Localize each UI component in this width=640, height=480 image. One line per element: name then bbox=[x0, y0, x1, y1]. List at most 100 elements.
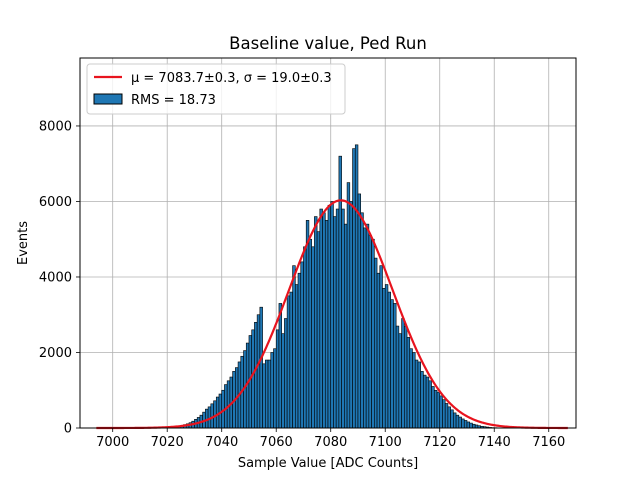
histogram-bar bbox=[278, 303, 282, 429]
histogram-bar bbox=[224, 384, 228, 429]
histogram-bar bbox=[404, 325, 408, 429]
histogram-bar bbox=[352, 148, 356, 429]
histogram-bar bbox=[436, 391, 441, 429]
histogram-bar bbox=[374, 257, 378, 429]
histogram-bar bbox=[401, 318, 405, 429]
histogram-bar bbox=[341, 208, 345, 429]
legend: μ = 7083.7±0.3, σ = 19.0±0.3 RMS = 18.73 bbox=[86, 63, 346, 115]
histogram-bar bbox=[305, 220, 310, 429]
histogram-bar bbox=[384, 284, 389, 429]
histogram-bar bbox=[433, 389, 438, 429]
histogram-bar bbox=[428, 380, 432, 429]
gaussian-fit-curve bbox=[96, 199, 568, 430]
histogram-bar bbox=[335, 208, 340, 429]
histogram-bar bbox=[267, 359, 272, 429]
histogram-bar bbox=[387, 291, 391, 429]
histogram-bar bbox=[294, 284, 299, 429]
histogram-bar bbox=[463, 420, 468, 429]
x-axis-label: Sample Value [ADC Counts] bbox=[238, 456, 418, 471]
histogram-bar bbox=[472, 423, 476, 429]
histogram-bar bbox=[303, 246, 307, 429]
histogram-bar bbox=[270, 352, 274, 429]
histogram-bar bbox=[395, 325, 400, 429]
histogram-bar bbox=[371, 238, 375, 429]
histogram-bar bbox=[316, 231, 321, 429]
histogram-bar bbox=[368, 235, 372, 429]
histogram-bar bbox=[425, 376, 430, 429]
histogram-bar bbox=[319, 208, 323, 429]
y-axis-ticks: 0 2000 4000 6000 8000 bbox=[39, 119, 80, 437]
y-tick-label: 8000 bbox=[39, 119, 72, 134]
histogram-bar bbox=[360, 212, 364, 429]
histogram-bar bbox=[254, 321, 258, 429]
x-tick-label: 7160 bbox=[532, 435, 565, 450]
histogram-bar bbox=[466, 421, 471, 429]
histogram-bar bbox=[262, 363, 266, 429]
histogram-bar bbox=[327, 204, 332, 429]
histogram-bar bbox=[393, 303, 397, 429]
histogram-bar bbox=[420, 371, 424, 429]
histogram-bar bbox=[346, 182, 351, 429]
histogram-bar bbox=[365, 223, 370, 429]
y-axis-label: Events bbox=[16, 221, 31, 265]
histogram-bar bbox=[406, 337, 411, 429]
histogram-bar bbox=[390, 299, 394, 429]
histogram-bar bbox=[412, 352, 416, 429]
histogram-bar bbox=[414, 359, 419, 429]
y-tick-label: 2000 bbox=[39, 346, 72, 361]
histogram-bar bbox=[450, 409, 454, 429]
histogram-bar bbox=[444, 403, 449, 429]
histogram-bar bbox=[376, 272, 381, 429]
histogram-bar bbox=[461, 418, 465, 429]
histogram-bar bbox=[333, 216, 337, 429]
histogram-bar bbox=[349, 201, 353, 429]
histogram-bar bbox=[439, 395, 443, 429]
x-tick-label: 7080 bbox=[314, 435, 347, 450]
histogram-bar bbox=[281, 333, 285, 429]
y-tick-label: 0 bbox=[64, 422, 72, 437]
histogram-bar bbox=[330, 201, 334, 429]
histogram-bar bbox=[398, 333, 402, 429]
histogram-bar bbox=[256, 314, 261, 429]
chart-title: Baseline value, Ped Run bbox=[229, 34, 427, 53]
histogram-bar bbox=[275, 329, 280, 429]
histogram-bar bbox=[289, 291, 293, 429]
histogram-bar bbox=[297, 272, 302, 429]
histogram-bar bbox=[458, 416, 462, 429]
histogram-bar bbox=[431, 386, 435, 429]
histogram-bar bbox=[447, 406, 451, 429]
legend-fit-label: μ = 7083.7±0.3, σ = 19.0±0.3 bbox=[131, 71, 332, 86]
histogram-bar bbox=[273, 348, 277, 429]
histogram-bar bbox=[379, 265, 383, 429]
histogram-bar bbox=[417, 361, 421, 429]
histogram-bar bbox=[423, 374, 427, 429]
histogram-bar bbox=[308, 238, 312, 429]
histogram-bar bbox=[311, 246, 315, 429]
histogram-bar bbox=[259, 306, 263, 429]
histogram-bar bbox=[382, 288, 386, 429]
histogram-bar bbox=[363, 227, 367, 429]
histogram-bar bbox=[322, 212, 326, 429]
x-tick-label: 7140 bbox=[478, 435, 511, 450]
histogram-bar bbox=[215, 396, 220, 429]
histogram-bar bbox=[314, 216, 318, 429]
histogram-bar bbox=[453, 412, 457, 429]
histogram-bar bbox=[292, 265, 296, 429]
y-tick-label: 6000 bbox=[39, 195, 72, 210]
histogram-bar bbox=[300, 261, 304, 429]
plot-frame bbox=[79, 57, 577, 429]
legend-histogram-label: RMS = 18.73 bbox=[131, 93, 216, 108]
x-tick-label: 7100 bbox=[369, 435, 402, 450]
histogram-bar bbox=[442, 399, 446, 429]
histogram-bar bbox=[251, 329, 255, 429]
x-tick-label: 7040 bbox=[205, 435, 238, 450]
histogram-bar bbox=[324, 220, 329, 429]
x-tick-label: 7120 bbox=[423, 435, 456, 450]
histogram-bar bbox=[344, 223, 348, 429]
histogram-bar bbox=[455, 414, 460, 429]
histogram-bar bbox=[469, 422, 473, 429]
x-axis-ticks: 7000 7020 7040 7060 7080 7100 7120 7140 7160 bbox=[96, 428, 565, 450]
histogram-bar bbox=[357, 193, 362, 429]
histogram-bar bbox=[286, 295, 291, 429]
